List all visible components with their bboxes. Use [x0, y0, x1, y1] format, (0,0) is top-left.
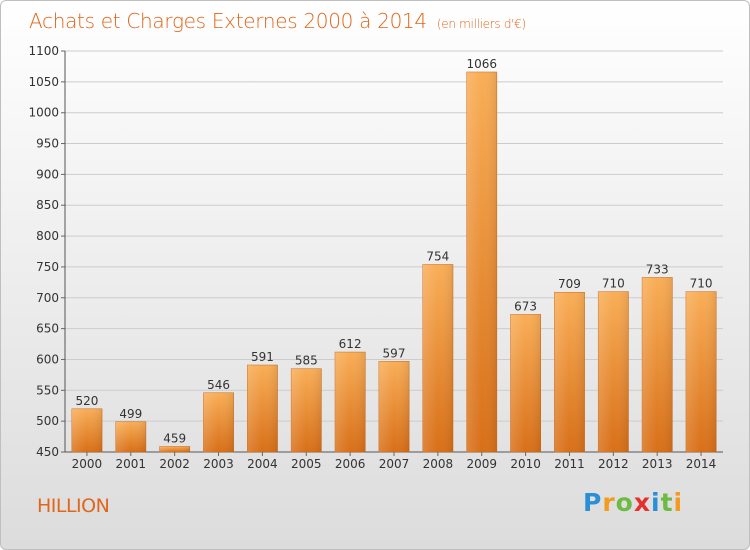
data-label: 1066: [466, 57, 497, 71]
data-label: 733: [646, 262, 669, 276]
data-label: 499: [119, 407, 142, 421]
data-label: 585: [295, 354, 318, 368]
x-tick-label: 2010: [510, 457, 541, 471]
bar-shade: [554, 292, 585, 452]
x-tick-label: 2011: [554, 457, 585, 471]
logo-letter: i: [651, 488, 661, 517]
data-label: 459: [163, 431, 186, 445]
x-tick-label: 2008: [423, 457, 454, 471]
y-tick-label: 800: [36, 229, 59, 243]
x-tick-label: 2000: [72, 457, 103, 471]
data-label: 520: [75, 394, 98, 408]
chart-subtitle: (en milliers d'€): [436, 17, 526, 31]
logo-letter: t: [660, 488, 674, 517]
y-tick-label: 550: [36, 383, 59, 397]
data-label: 710: [690, 277, 713, 291]
bar-shade: [598, 291, 629, 452]
x-tick-label: 2005: [291, 457, 322, 471]
y-tick-label: 650: [36, 322, 59, 336]
x-tick-label: 2012: [598, 457, 629, 471]
x-tick-label: 2013: [642, 457, 673, 471]
data-label: 673: [514, 299, 537, 313]
bar-shade: [510, 314, 541, 452]
data-label: 591: [251, 350, 274, 364]
y-tick-label: 1000: [28, 106, 59, 120]
x-tick-label: 2001: [116, 457, 147, 471]
proxiti-logo[interactable]: Proxiti: [583, 488, 683, 517]
bar-shade: [642, 277, 673, 452]
data-label: 597: [383, 346, 406, 360]
data-label: 612: [339, 337, 362, 351]
x-tick-label: 2002: [159, 457, 190, 471]
data-label: 710: [602, 277, 625, 291]
y-tick-label: 950: [36, 137, 59, 151]
logo-letter: r: [602, 488, 616, 517]
x-tick-label: 2004: [247, 457, 278, 471]
bar-shade: [378, 361, 410, 452]
y-tick-label: 700: [36, 291, 59, 305]
logo-letter: o: [615, 488, 634, 517]
y-tick-label: 900: [36, 167, 59, 181]
y-tick-label: 850: [36, 198, 59, 212]
x-tick-label: 2009: [466, 457, 497, 471]
x-tick-label: 2007: [379, 457, 410, 471]
logo-letter: x: [633, 488, 651, 517]
label-layer: 520 499 459 546 591 585 612 597 754 1066 673 709 710…: [75, 57, 712, 445]
y-tick-label: 750: [36, 260, 59, 274]
chart-title: Achats et Charges Externes 2000 à 2014 (e…: [29, 9, 526, 33]
logo-letter: i: [673, 488, 684, 517]
bar-shade: [159, 446, 190, 452]
bar-shade: [685, 291, 717, 452]
y-tick-label: 1100: [28, 44, 59, 58]
y-tick-label: 500: [36, 414, 59, 428]
bar-shade: [71, 408, 103, 452]
data-label: 709: [558, 277, 581, 291]
bar-shade: [203, 392, 234, 452]
bar-shade: [466, 71, 497, 452]
bar-shade: [247, 365, 278, 452]
bar-shade: [334, 352, 366, 452]
bar-shade: [115, 421, 146, 452]
x-tick-label: 2006: [335, 457, 366, 471]
logo-letter: P: [583, 488, 603, 517]
y-tick-label: 450: [36, 445, 59, 459]
commune-name: HILLION: [37, 495, 110, 517]
chart-title-text: Achats et Charges Externes 2000 à 2014: [29, 9, 427, 33]
bar-shade: [291, 368, 322, 452]
data-label: 546: [207, 378, 230, 392]
bar-shade: [422, 264, 454, 452]
x-tick-label: 2014: [686, 457, 717, 471]
data-label: 754: [426, 249, 449, 263]
axis-layer: 450 500 550 600 650 700 750 800 850 900 950 1000 105…: [28, 44, 723, 471]
x-tick-label: 2003: [203, 457, 234, 471]
bar-layer: [71, 71, 717, 453]
y-tick-label: 600: [36, 352, 59, 366]
y-tick-label: 1050: [28, 75, 59, 89]
